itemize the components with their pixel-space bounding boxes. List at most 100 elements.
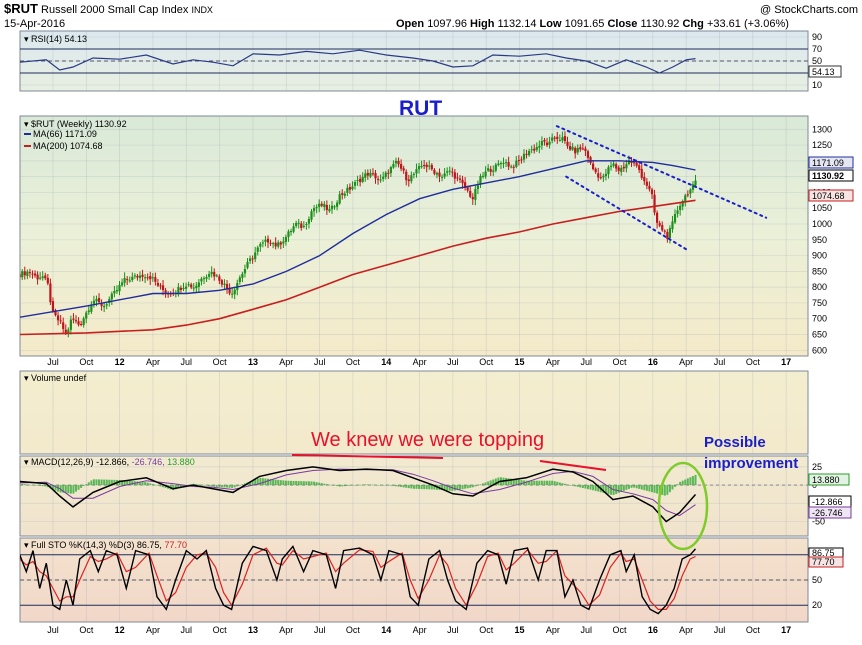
price-candle-body (131, 276, 134, 280)
macd-histogram-bar (82, 485, 85, 487)
macd-histogram-bar (226, 485, 229, 488)
possible-annotation: Possible (704, 434, 766, 451)
macd-histogram-bar (126, 480, 129, 486)
x-tick-label: Oct (79, 625, 94, 635)
ma66-badge-text: 1171.09 (812, 158, 844, 168)
macd-histogram-bar (689, 477, 692, 486)
chart-header: $RUT Russell 2000 Small Cap Index INDX 1… (4, 1, 858, 30)
price-candle-body (220, 280, 224, 285)
macd-histogram-bar (259, 477, 262, 486)
macd-histogram-bar (361, 484, 364, 486)
macd-histogram-bar (182, 485, 185, 487)
price-candle-body (113, 290, 116, 294)
volume-panel (19, 370, 809, 455)
price-candle-body (277, 242, 280, 247)
price-candle-body (64, 329, 67, 333)
macd-histogram-bar (305, 481, 308, 486)
price-candle-body (599, 177, 602, 179)
price-candle-body (210, 271, 213, 275)
topping-underline-2 (539, 460, 607, 471)
price-candle-body (515, 160, 518, 167)
price-candle-body (658, 223, 661, 226)
macd-histogram-bar (512, 479, 515, 486)
macd-histogram-bar (210, 485, 213, 487)
price-candle-body (353, 182, 357, 186)
y-tick-label: 1250 (812, 140, 832, 150)
price-candle-body (264, 239, 267, 242)
price-candle-body (21, 271, 24, 278)
macd-histogram-bar (110, 479, 113, 486)
price-candle-body (272, 243, 275, 245)
price-candle-body (530, 149, 533, 151)
macd-histogram-bar (261, 478, 264, 486)
price-candle-body (330, 205, 334, 210)
close-badge-text: 1130.92 (812, 171, 844, 181)
price-candle-body (581, 148, 584, 150)
symbol: $RUT Russell 2000 Small Cap Index INDX (4, 1, 213, 16)
macd-histogram-bar (108, 479, 111, 486)
macd-histogram-bar (474, 485, 477, 487)
macd-histogram-bar (172, 485, 175, 491)
price-panel (19, 115, 809, 357)
macd-histogram-bar (620, 485, 623, 492)
price-candle-body (336, 202, 339, 207)
signal-badge-text: -26.746 (812, 508, 843, 518)
price-candle-body (543, 140, 546, 142)
price-candle-body (343, 193, 346, 196)
macd-histogram-bar (34, 485, 37, 486)
price-candle-body (694, 180, 697, 186)
price-candle-body (361, 176, 364, 182)
grid-lines (20, 31, 808, 622)
macd-histogram-bar (371, 484, 374, 486)
macd-panel (19, 455, 809, 537)
price-candle-body (566, 141, 569, 147)
price-candle-body (100, 303, 103, 307)
macd-histogram-bar (123, 480, 126, 486)
macd-histogram-bar (348, 485, 351, 486)
x-tick-label: Oct (746, 357, 761, 367)
price-candle-body (489, 169, 492, 172)
macd-histogram-bar (430, 485, 433, 490)
price-candle-body (499, 163, 503, 165)
macd-histogram-bar (241, 484, 244, 486)
macd-histogram-bar (668, 485, 671, 493)
x-tick-label: 17 (781, 357, 791, 367)
macd-histogram-bar (202, 485, 205, 486)
price-candle-body (423, 165, 426, 167)
price-candle-body (405, 171, 408, 181)
macd-histogram-bar (113, 479, 116, 486)
macd-hist-badge-text: 13.880 (812, 475, 840, 485)
macd-histogram-bar (192, 483, 195, 486)
ma66-badge (808, 156, 854, 169)
macd-histogram-bar (369, 484, 372, 486)
macd-histogram-bar (684, 479, 687, 486)
price-candle-body (589, 157, 592, 163)
ma66-line (20, 160, 696, 318)
macd-histogram-bar (85, 484, 88, 486)
price-candle-body (59, 320, 62, 322)
improvement-ellipse (657, 461, 709, 551)
price-candle-body (663, 230, 666, 232)
price-candle-body (443, 173, 446, 177)
x-tick-label: Oct (213, 625, 228, 635)
macd-histogram-bar (387, 485, 390, 486)
macd-histogram-bar (272, 479, 275, 486)
macd-histogram-bar (456, 485, 459, 491)
macd-histogram-bar (36, 485, 39, 486)
macd-histogram-bar (448, 485, 451, 491)
macd-histogram-bar (589, 485, 592, 490)
macd-histogram-bar (103, 479, 106, 486)
macd-histogram-bar (343, 485, 346, 487)
macd-histogram-bar (238, 485, 241, 486)
price-candle-body (279, 242, 282, 245)
macd-histogram-bar (162, 485, 165, 488)
macd-histogram-bar (517, 479, 520, 486)
price-candle-body (87, 310, 90, 313)
y-tick-label: 900 (812, 251, 827, 261)
y-tick-label: 800 (812, 282, 827, 292)
macd-histogram-bar (77, 485, 80, 490)
macd-histogram-bar (218, 485, 221, 488)
macd-series (20, 466, 697, 523)
macd-histogram-bar (558, 482, 561, 486)
macd-histogram-bar (295, 480, 298, 486)
